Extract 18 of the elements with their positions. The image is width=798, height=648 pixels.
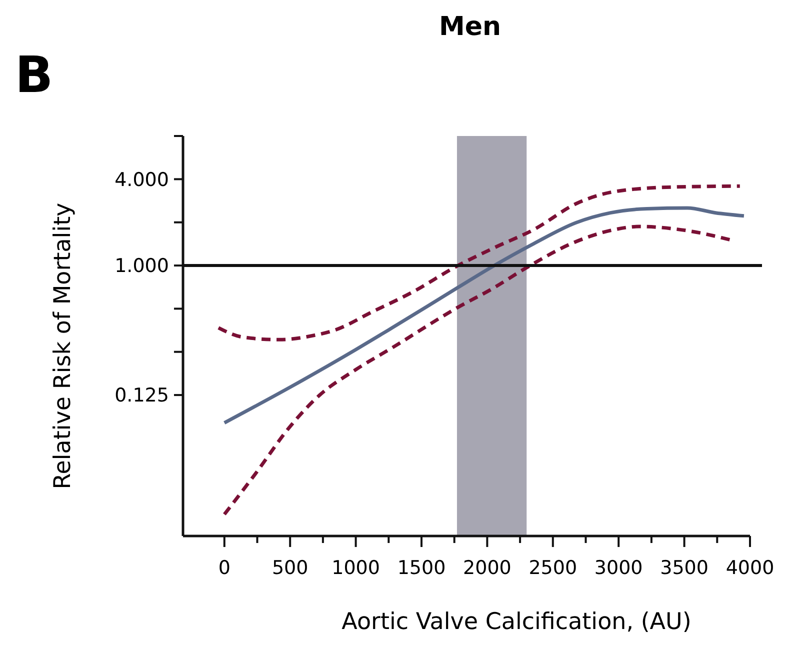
x-tick-label: 2500 — [528, 557, 578, 579]
line-series — [222, 206, 746, 425]
y-tick-label: 1.000 — [114, 255, 169, 278]
chart-title: Men — [438, 12, 502, 42]
x-tick-label: 3500 — [660, 557, 708, 579]
y-tick-label: 0.125 — [114, 384, 169, 407]
x-tick-label: 4000 — [726, 557, 774, 579]
x-tick-label: 500 — [272, 557, 308, 579]
x-tick-label: 3000 — [594, 557, 643, 579]
text: B — [15, 46, 54, 104]
line-series — [216, 184, 742, 342]
x-tick-label: 2000 — [463, 557, 512, 579]
y-axis-title: Relative Risk of Mortality — [50, 202, 76, 490]
x-tick-label: 0 — [218, 557, 230, 579]
x-tick-label: 1500 — [397, 557, 446, 579]
y-tick-label: 4.000 — [114, 168, 169, 191]
x-axis-title: Aortic Valve Calcification, (AU) — [342, 609, 692, 635]
x-tick-label: 1000 — [332, 557, 380, 579]
